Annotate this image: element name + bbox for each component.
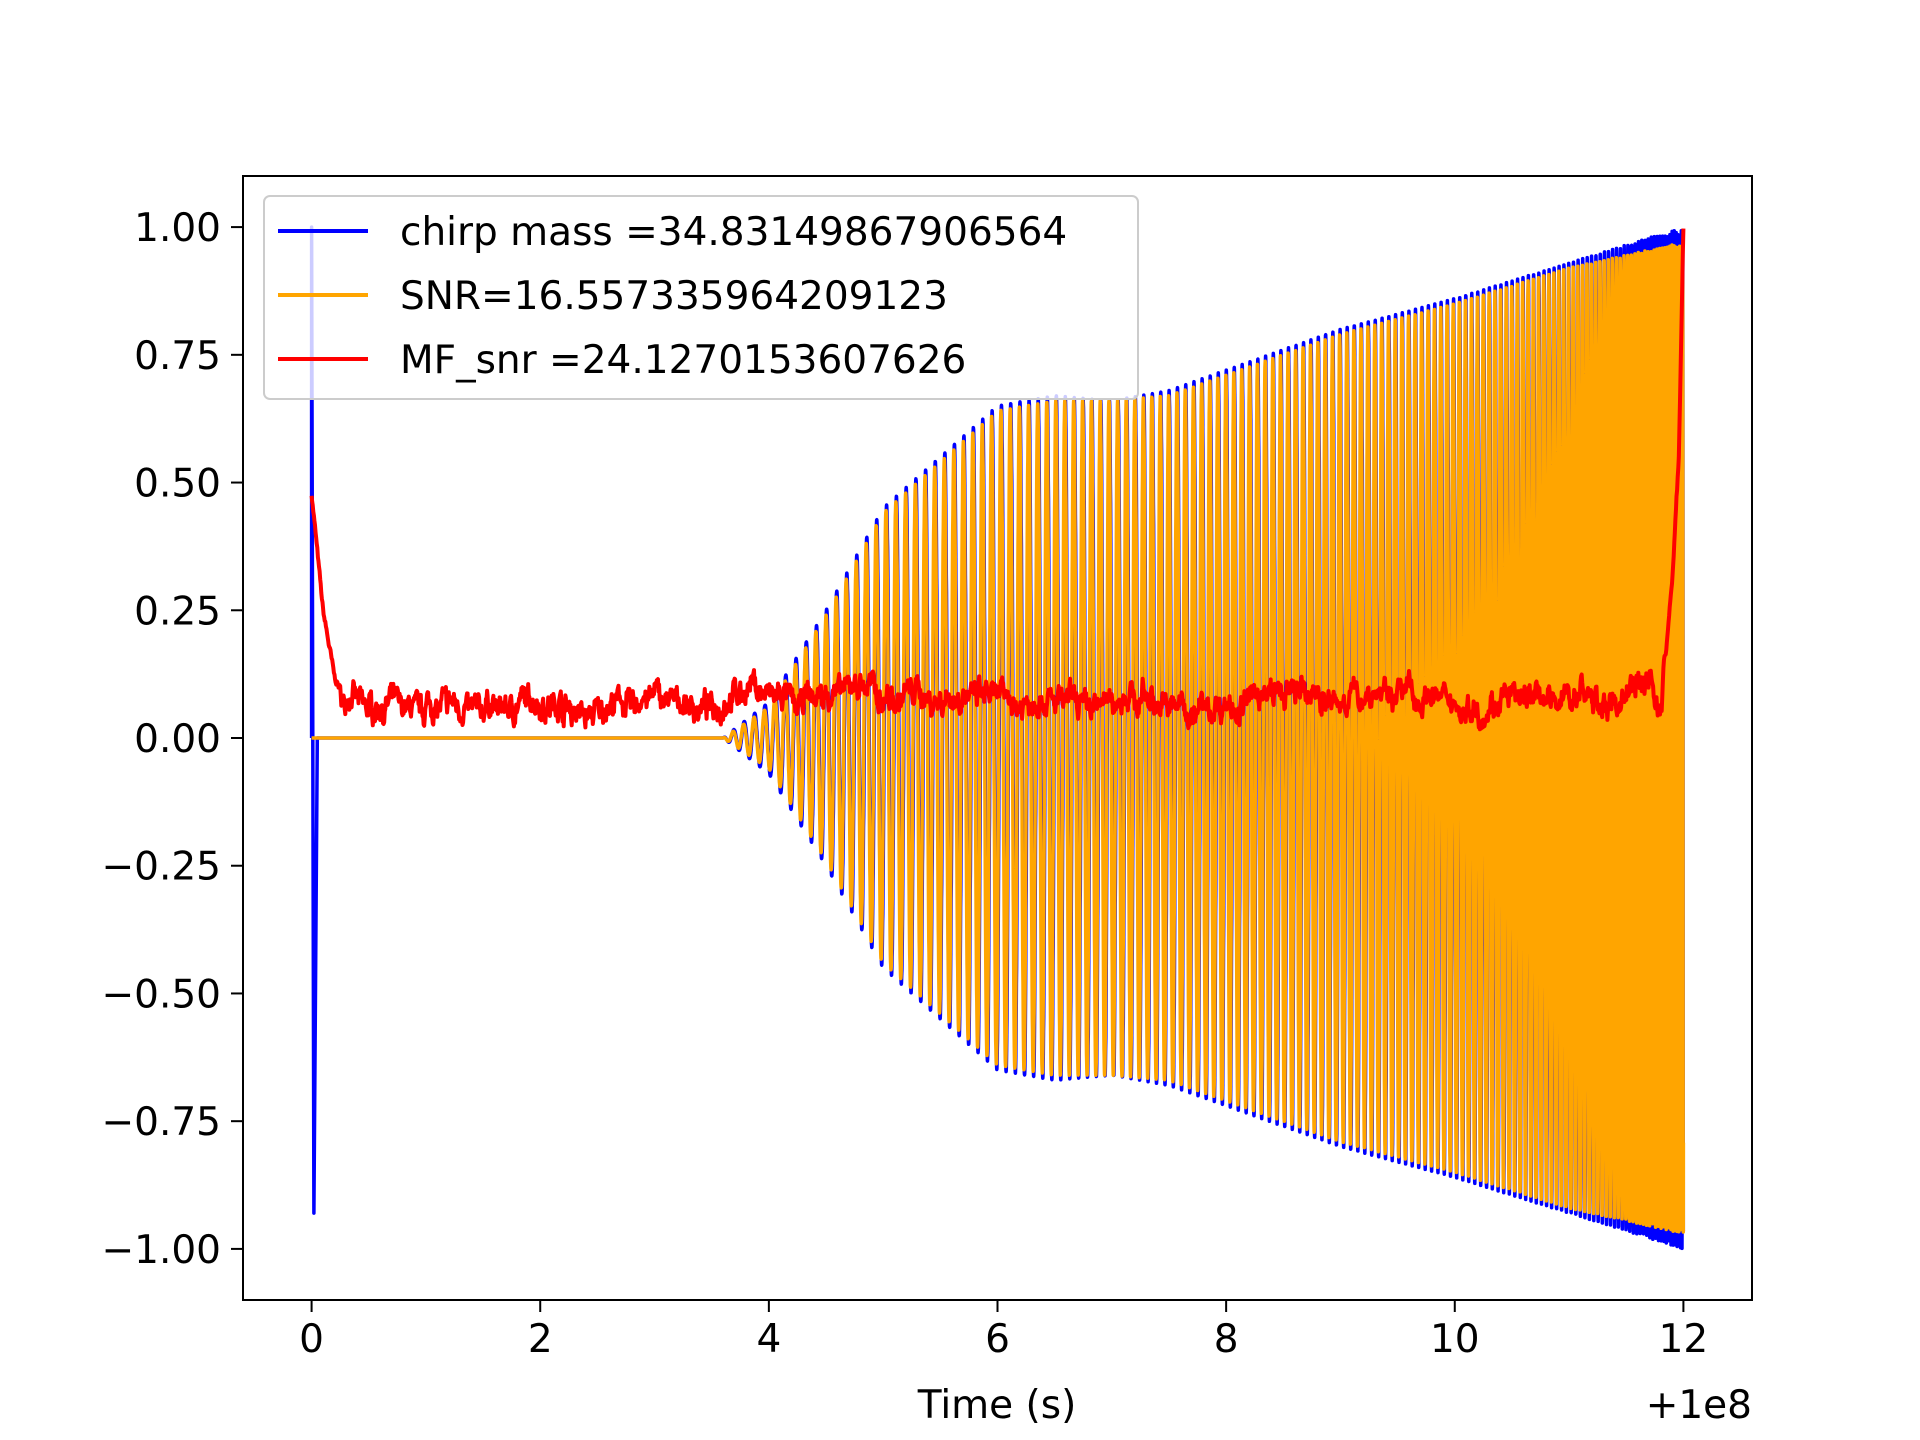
y-tick-label: −0.50	[101, 972, 221, 1017]
x-tick-label: 12	[1659, 1317, 1709, 1362]
y-tick-label: −0.25	[101, 845, 221, 890]
y-tick-label: −1.00	[101, 1228, 221, 1273]
x-tick-label: 4	[756, 1317, 781, 1362]
x-offset-label: +1e8	[1646, 1383, 1752, 1428]
y-tick-label: 0.50	[134, 462, 221, 507]
x-axis: 0 2 4 6 8 10 12	[299, 1300, 1708, 1362]
series-layer	[309, 225, 1686, 1251]
x-tick-label: 10	[1430, 1317, 1480, 1362]
legend-entry-chirp-mass: chirp mass =34.83149867906564	[400, 210, 1067, 255]
series-line-snr	[311, 243, 1686, 1234]
y-tick-label: 0.75	[134, 334, 221, 379]
y-tick-label: −0.75	[101, 1100, 221, 1145]
y-tick-label: 0.25	[134, 589, 221, 634]
x-tick-label: 6	[985, 1317, 1010, 1362]
x-tick-label: 0	[299, 1317, 324, 1362]
legend-box	[263, 195, 1139, 400]
legend-entry-mf-snr: MF_snr =24.1270153607626	[400, 338, 966, 383]
legend-entry-snr: SNR=16.557335964209123	[400, 274, 948, 319]
series-line-mf-snr	[309, 228, 1686, 732]
x-axis-label: Time (s)	[917, 1383, 1077, 1428]
x-tick-label: 8	[1214, 1317, 1239, 1362]
y-tick-label: 0.00	[134, 717, 221, 762]
y-tick-label: 1.00	[134, 206, 221, 251]
x-tick-label: 2	[528, 1317, 553, 1362]
legend: chirp mass =34.83149867906564 SNR=16.557…	[263, 195, 1139, 400]
y-axis: 1.00 0.75 0.50 0.25 0.00 −0.25 −0.50 −0.75 −1.00	[101, 206, 243, 1273]
